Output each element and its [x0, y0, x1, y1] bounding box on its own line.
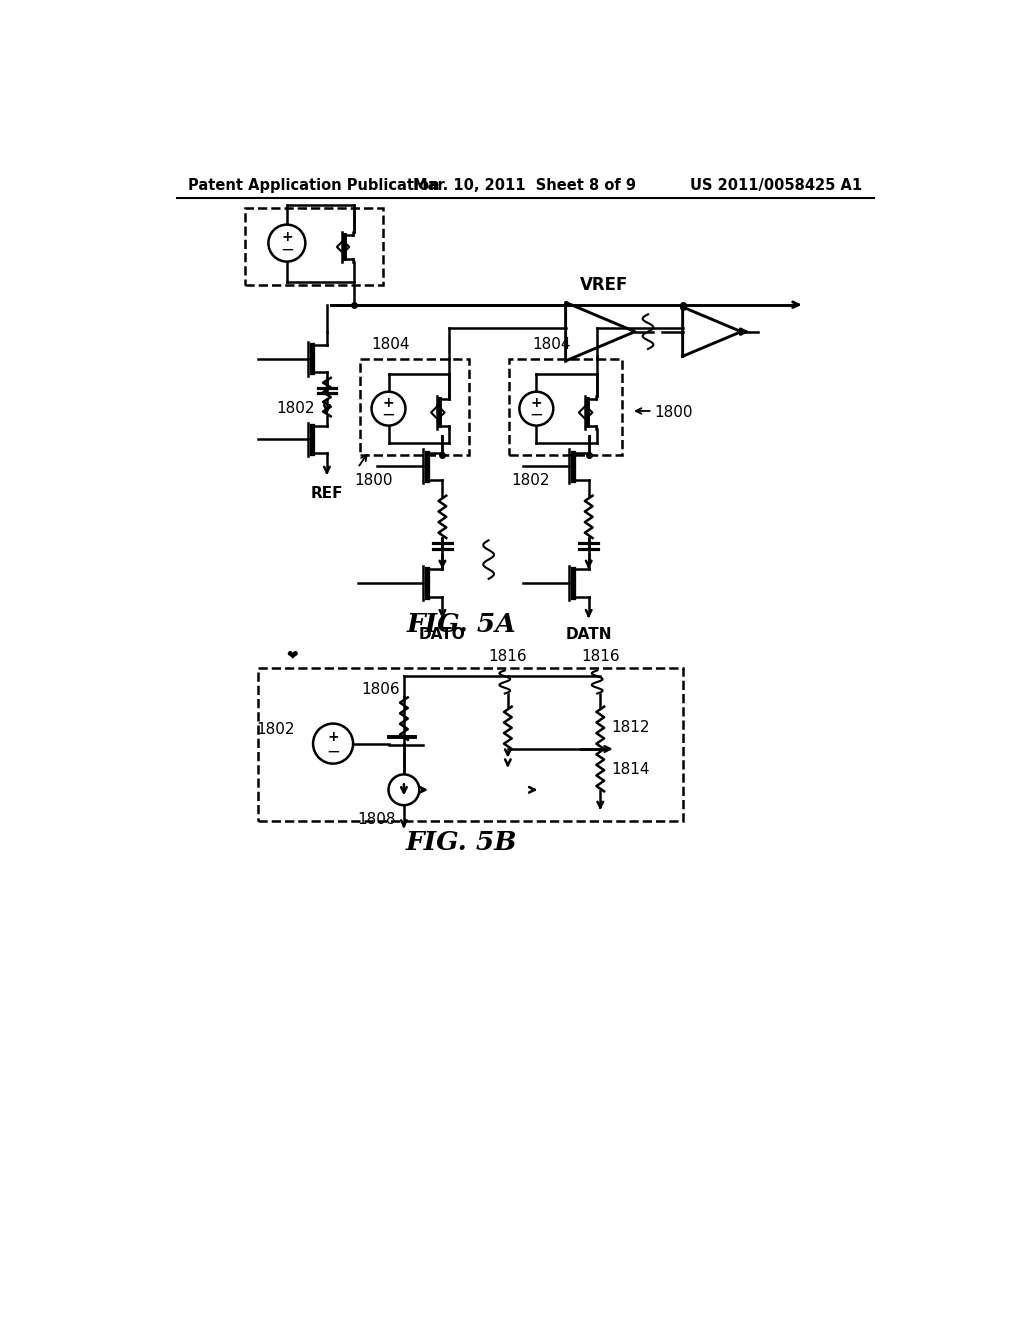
Text: −: − [326, 742, 340, 760]
Text: 1816: 1816 [581, 649, 620, 664]
Text: VREF: VREF [580, 276, 629, 294]
Circle shape [268, 224, 305, 261]
Text: DATO: DATO [419, 627, 466, 643]
Text: 1804: 1804 [532, 338, 571, 352]
Text: −: − [529, 407, 544, 424]
Text: 1812: 1812 [611, 719, 650, 735]
Bar [509, 359, 622, 455]
Text: Patent Application Publication: Patent Application Publication [188, 178, 440, 193]
Text: −: − [280, 242, 294, 259]
Bar [258, 668, 683, 821]
Text: +: + [530, 396, 542, 409]
Text: 1802: 1802 [256, 722, 295, 738]
Circle shape [372, 392, 406, 425]
Circle shape [519, 392, 553, 425]
Text: +: + [281, 230, 293, 244]
Text: Mar. 10, 2011  Sheet 8 of 9: Mar. 10, 2011 Sheet 8 of 9 [414, 178, 636, 193]
Text: 1800: 1800 [354, 473, 392, 487]
Text: FIG. 5A: FIG. 5A [407, 611, 516, 636]
Text: 1802: 1802 [512, 473, 550, 487]
Text: DATN: DATN [565, 627, 612, 643]
Text: +: + [383, 396, 394, 409]
Text: US 2011/0058425 A1: US 2011/0058425 A1 [690, 178, 862, 193]
Text: 1802: 1802 [276, 401, 314, 416]
Text: 1806: 1806 [361, 682, 400, 697]
Text: +: + [328, 730, 339, 743]
Text: 1804: 1804 [372, 338, 410, 352]
Text: FIG. 5B: FIG. 5B [406, 830, 517, 854]
Text: −: − [382, 407, 395, 424]
Text: ❤: ❤ [287, 648, 298, 663]
Circle shape [313, 723, 353, 763]
Text: 1808: 1808 [357, 812, 396, 826]
Text: 1814: 1814 [611, 762, 650, 777]
Text: 1800: 1800 [654, 405, 692, 420]
Circle shape [388, 775, 419, 805]
Bar [245, 209, 383, 285]
Bar [360, 359, 469, 455]
Text: REF: REF [310, 486, 343, 500]
Text: 1816: 1816 [488, 649, 527, 664]
